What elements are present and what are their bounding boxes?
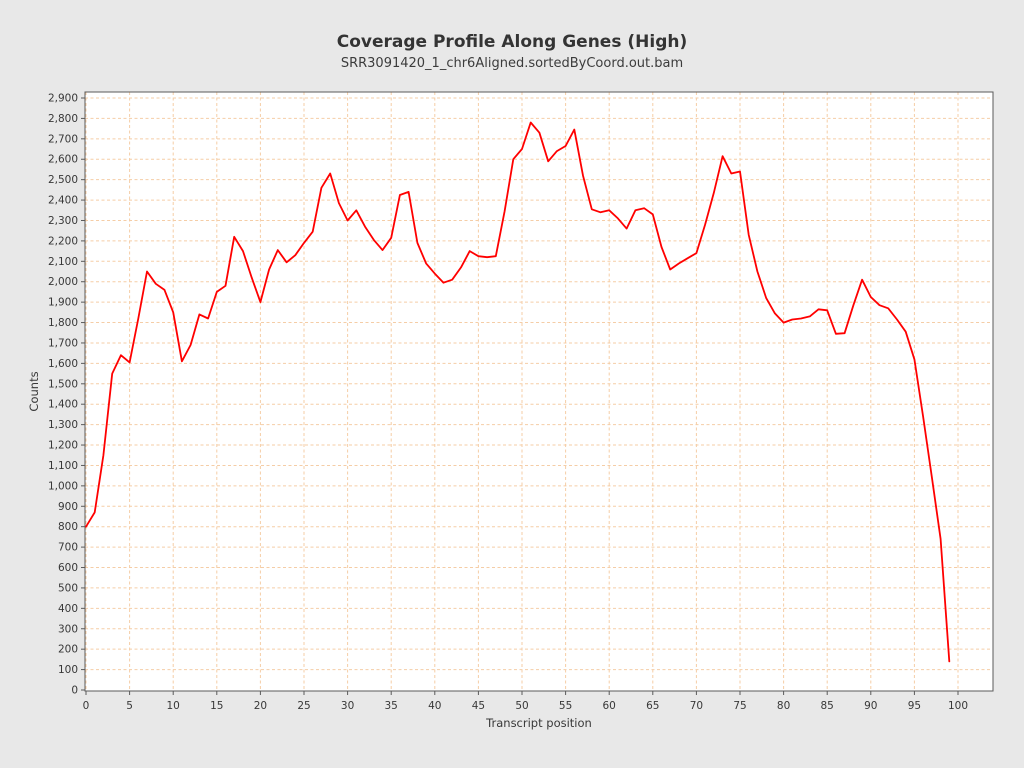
chart-subtitle: SRR3091420_1_chr6Aligned.sortedByCoord.o… <box>340 56 684 71</box>
x-tick-label: 50 <box>515 700 528 712</box>
y-tick-label: 1,300 <box>48 419 78 431</box>
x-tick-label: 60 <box>603 700 616 712</box>
y-tick-label: 1,700 <box>48 337 78 349</box>
x-tick-label: 20 <box>254 700 267 712</box>
y-tick-label: 1,500 <box>48 378 78 390</box>
y-tick-label: 2,500 <box>48 174 78 186</box>
x-tick-label: 0 <box>83 700 90 712</box>
y-tick-label: 2,200 <box>48 235 78 247</box>
x-tick-label: 85 <box>821 700 834 712</box>
y-axis-title: Counts <box>27 371 41 411</box>
x-axis-title: Transcript position <box>485 716 592 730</box>
y-tick-label: 2,300 <box>48 215 78 227</box>
y-tick-label: 1,800 <box>48 317 78 329</box>
x-tick-label: 35 <box>385 700 398 712</box>
x-tick-label: 70 <box>690 700 703 712</box>
x-tick-label: 30 <box>341 700 354 712</box>
x-tick-label: 15 <box>210 700 223 712</box>
y-tick-label: 300 <box>58 623 78 635</box>
y-tick-label: 1,600 <box>48 358 78 370</box>
x-tick-label: 10 <box>167 700 180 712</box>
y-tick-label: 600 <box>58 562 78 574</box>
x-tick-label: 75 <box>733 700 746 712</box>
y-tick-label: 1,200 <box>48 440 78 452</box>
x-tick-label: 5 <box>126 700 133 712</box>
plot-area <box>85 92 993 691</box>
y-tick-label: 200 <box>58 644 78 656</box>
x-tick-label: 100 <box>948 700 968 712</box>
y-tick-label: 700 <box>58 542 78 554</box>
y-tick-label: 2,900 <box>48 93 78 105</box>
x-tick-label: 25 <box>297 700 310 712</box>
series-line-coverage <box>85 121 951 663</box>
y-tick-label: 500 <box>58 582 78 594</box>
y-tick-label: 2,600 <box>48 154 78 166</box>
y-tick-label: 100 <box>58 664 78 676</box>
y-tick-label: 800 <box>58 521 78 533</box>
y-tick-label: 0 <box>71 685 78 697</box>
y-tick-label: 2,400 <box>48 195 78 207</box>
x-tick-label: 45 <box>472 700 485 712</box>
y-tick-label: 1,900 <box>48 297 78 309</box>
y-tick-label: 1,400 <box>48 399 78 411</box>
y-tick-label: 2,700 <box>48 133 78 145</box>
plot-border <box>84 91 994 692</box>
y-tick-label: 1,000 <box>48 480 78 492</box>
chart-title: Coverage Profile Along Genes (High) <box>336 32 688 52</box>
y-tick-label: 2,100 <box>48 256 78 268</box>
x-tick-label: 80 <box>777 700 790 712</box>
x-tick-label: 55 <box>559 700 572 712</box>
y-tick-label: 2,800 <box>48 113 78 125</box>
x-tick-label: 40 <box>428 700 441 712</box>
y-tick-label: 400 <box>58 603 78 615</box>
x-tick-label: 90 <box>864 700 877 712</box>
y-tick-label: 2,000 <box>48 276 78 288</box>
y-tick-label: 900 <box>58 501 78 513</box>
x-tick-label: 95 <box>908 700 921 712</box>
y-tick-label: 1,100 <box>48 460 78 472</box>
x-tick-label: 65 <box>646 700 659 712</box>
